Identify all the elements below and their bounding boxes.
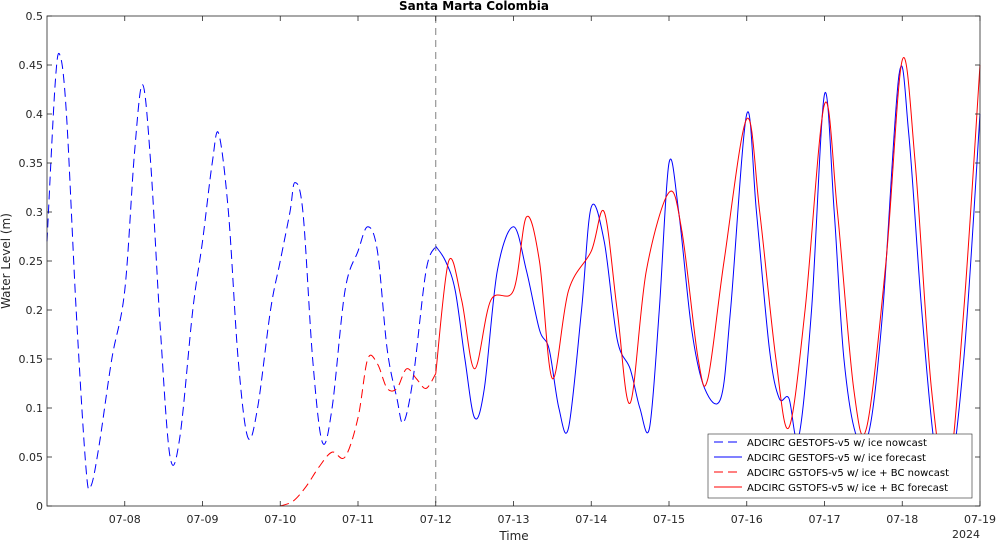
x-tick-label: 07-08 xyxy=(109,513,141,526)
legend-label-gstofs-bc-nowcast: ADCIRC GSTOFS-v5 w/ ice + BC nowcast xyxy=(747,468,949,479)
series-gstofs-bc-forecast xyxy=(435,57,981,480)
y-tick-label: 0.5 xyxy=(26,10,44,23)
y-tick-label: 0.05 xyxy=(19,451,44,464)
x-tick-label: 07-17 xyxy=(809,513,841,526)
legend-label-gestofs-nowcast: ADCIRC GESTOFS-v5 w/ ice nowcast xyxy=(747,438,927,449)
y-tick-label: 0.4 xyxy=(26,108,44,121)
y-tick-label: 0.3 xyxy=(26,206,44,219)
x-axis-label: Time xyxy=(498,529,528,541)
x-tick-label: 07-18 xyxy=(886,513,918,526)
legend: ADCIRC GESTOFS-v5 w/ ice nowcast ADCIRC … xyxy=(707,433,973,499)
x-tick-label: 07-14 xyxy=(575,513,607,526)
y-axis-ticks: 0 0.05 0.1 0.15 0.2 0.25 0.3 0.35 0.4 0.45 0.5 xyxy=(19,10,980,513)
y-tick-label: 0.2 xyxy=(26,304,44,317)
x-tick-label: 07-11 xyxy=(342,513,374,526)
series-layer xyxy=(46,52,981,507)
x-tick-label: 07-12 xyxy=(420,513,452,526)
y-tick-label: 0.1 xyxy=(26,402,44,415)
y-axis-label: Water Level (m) xyxy=(0,213,13,309)
x-tick-label: 07-10 xyxy=(264,513,296,526)
series-gestofs-forecast xyxy=(435,65,981,492)
y-tick-label: 0 xyxy=(36,500,43,513)
plot-area xyxy=(47,16,980,506)
legend-label-gestofs-forecast: ADCIRC GESTOFS-v5 w/ ice forecast xyxy=(747,453,926,464)
x-tick-label: 07-19 xyxy=(964,513,996,526)
series-gestofs-nowcast xyxy=(46,52,437,490)
y-tick-label: 0.25 xyxy=(19,255,44,268)
x-tick-label: 07-13 xyxy=(498,513,530,526)
y-tick-label: 0.35 xyxy=(19,157,44,170)
x-axis-ticks: 07-08 07-09 07-10 07-11 07-12 07-13 07-14 07-15… xyxy=(109,16,996,526)
x-tick-label: 07-16 xyxy=(731,513,763,526)
x-tick-label: 07-15 xyxy=(653,513,685,526)
chart-title: Santa Marta Colombia xyxy=(399,0,549,13)
legend-box xyxy=(707,433,973,499)
y-tick-label: 0.15 xyxy=(19,353,44,366)
y-tick-label: 0.45 xyxy=(19,59,44,72)
year-label: 2024 xyxy=(952,528,980,541)
x-tick-label: 07-09 xyxy=(187,513,219,526)
legend-label-gstofs-bc-forecast: ADCIRC GSTOFS-v5 w/ ice + BC forecast xyxy=(747,483,948,494)
